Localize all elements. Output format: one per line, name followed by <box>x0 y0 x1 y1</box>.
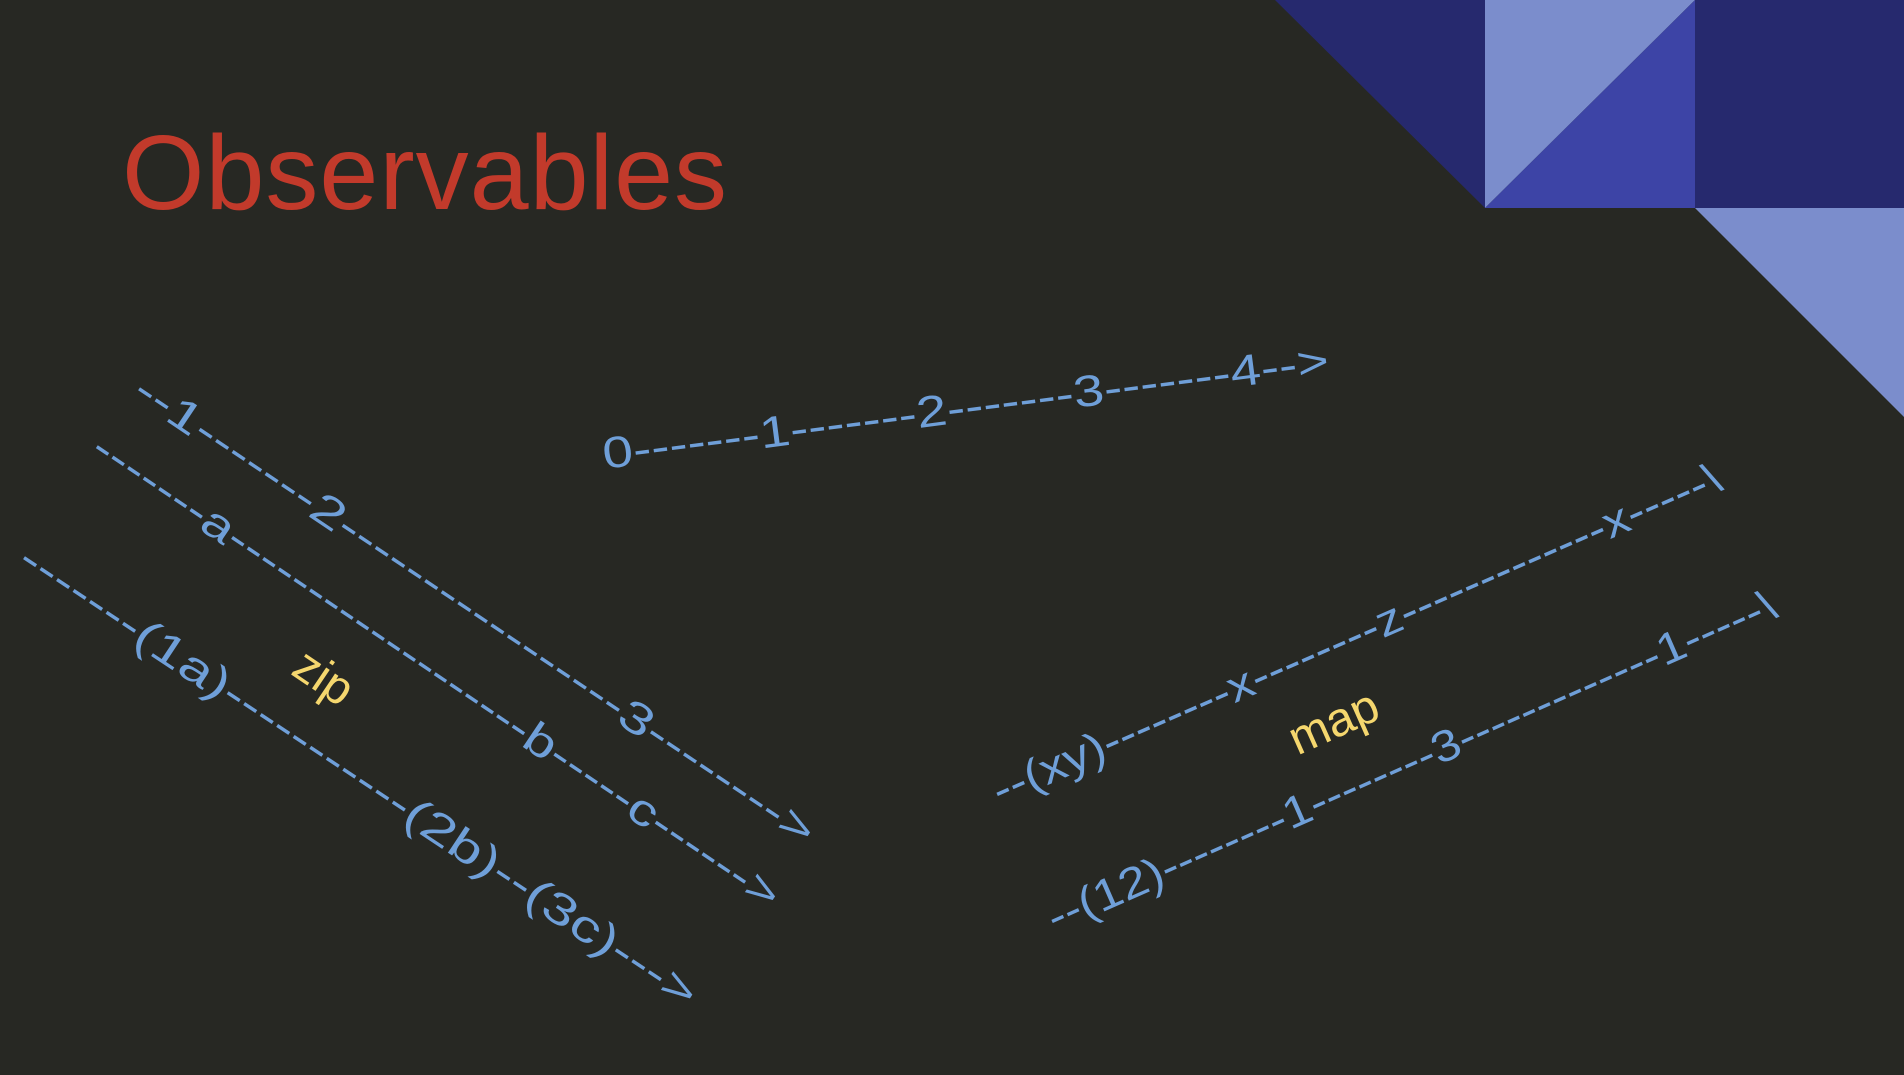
slide-title: Observables <box>122 114 729 232</box>
zipped-stream: -------(1a)-----------(2b)--(3c)---> <box>0 0 753 1022</box>
